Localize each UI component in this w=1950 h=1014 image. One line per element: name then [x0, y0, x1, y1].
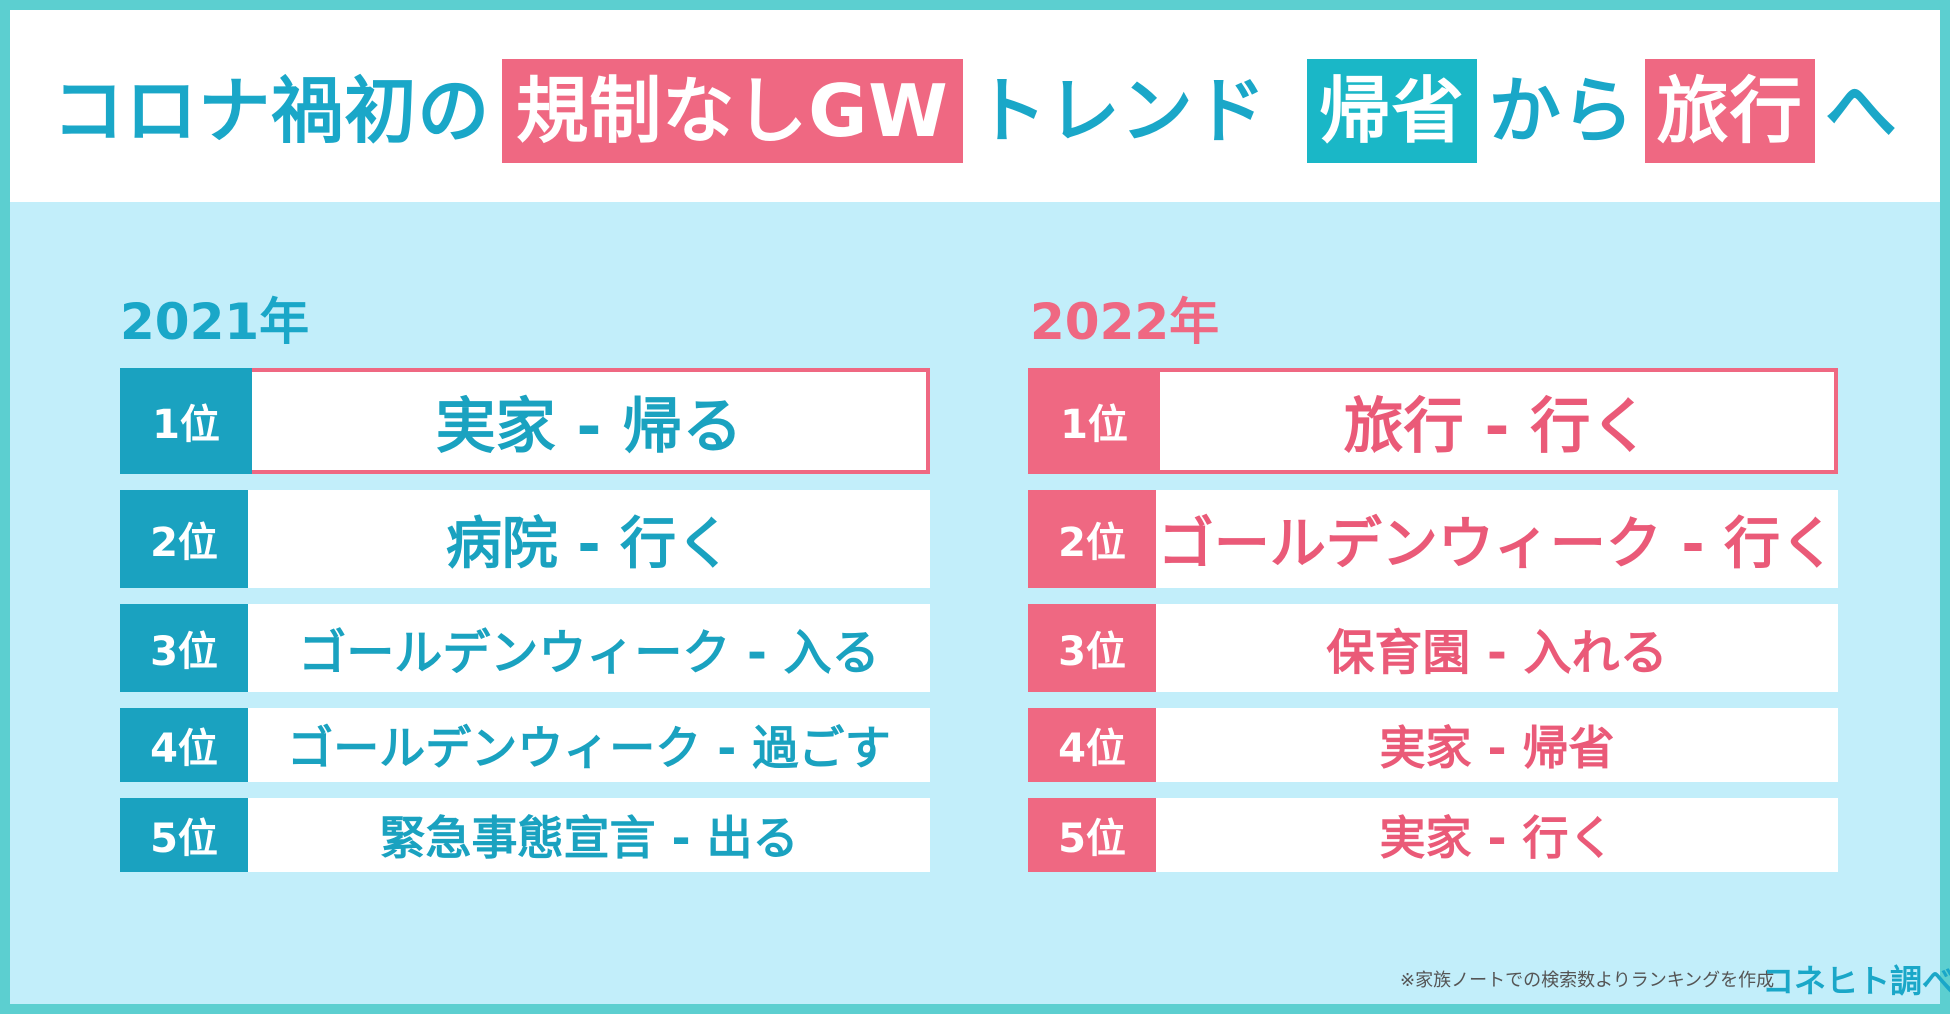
headline-part-1: コロナ禍初の [52, 69, 491, 153]
brand-credit: コネヒト調べ [1762, 962, 1950, 1000]
ranking-term: 実家 - 帰省 [1379, 721, 1615, 775]
rank-badge: 2位 [120, 490, 248, 588]
ranking-term: 実家 - 帰る [435, 391, 743, 462]
ranking-row-2022-1: 1位 旅行 - 行く [1028, 368, 1838, 474]
ranking-list-2022: 1位 旅行 - 行く 2位 ゴールデンウィーク - 行く 3位 保育園 - 入れ… [1028, 368, 1838, 872]
ranking-row-2021-3: 3位 ゴールデンウィーク - 入る [120, 604, 930, 692]
ranking-term: 実家 - 行く [1379, 811, 1615, 865]
ranking-term: ゴールデンウィーク - 入る [298, 625, 880, 681]
headline-highlight-travel: 旅行 [1644, 59, 1815, 163]
year-label-2022: 2022年 [1030, 293, 1220, 351]
source-footnote: ※家族ノートでの検索数よりランキングを作成 [1400, 970, 1775, 991]
rank-badge: 1位 [1028, 368, 1160, 474]
ranking-row-2021-2: 2位 病院 - 行く [120, 490, 930, 588]
headline-part-2: トレンド [974, 69, 1267, 153]
ranking-row-2022-3: 3位 保育園 - 入れる [1028, 604, 1838, 692]
ranking-term: ゴールデンウィーク - 行く [1157, 511, 1837, 577]
rank-badge: 1位 [120, 368, 252, 474]
rank-badge: 3位 [120, 604, 248, 692]
ranking-term: 保育園 - 入れる [1326, 625, 1668, 681]
ranking-term: 緊急事態宣言 - 出る [379, 811, 799, 865]
rank-badge: 3位 [1028, 604, 1156, 692]
rank-badge: 5位 [1028, 798, 1156, 872]
headline: コロナ禍初の 規制なしGW トレンド 帰省 から 旅行 へ [10, 56, 1940, 166]
ranking-row-2021-5: 5位 緊急事態宣言 - 出る [120, 798, 930, 872]
headline-highlight-no-restrictions-gw: 規制なしGW [502, 59, 963, 163]
ranking-term: 旅行 - 行く [1343, 391, 1651, 462]
headline-highlight-homecoming: 帰省 [1306, 59, 1477, 163]
ranking-row-2022-2: 2位 ゴールデンウィーク - 行く [1028, 490, 1838, 588]
rank-badge: 5位 [120, 798, 248, 872]
year-label-2021: 2021年 [120, 293, 310, 351]
headline-part-3: から [1488, 69, 1635, 153]
ranking-row-2021-4: 4位 ゴールデンウィーク - 過ごす [120, 708, 930, 782]
ranking-row-2022-5: 5位 実家 - 行く [1028, 798, 1838, 872]
rank-badge: 2位 [1028, 490, 1156, 588]
ranking-list-2021: 1位 実家 - 帰る 2位 病院 - 行く 3位 ゴールデンウィーク - 入る … [120, 368, 930, 872]
ranking-term: 病院 - 行く [445, 511, 733, 577]
ranking-row-2021-1: 1位 実家 - 帰る [120, 368, 930, 474]
rank-badge: 4位 [120, 708, 248, 782]
ranking-term: ゴールデンウィーク - 過ごす [287, 721, 891, 775]
rank-badge: 4位 [1028, 708, 1156, 782]
headline-part-4: へ [1824, 69, 1898, 153]
ranking-row-2022-4: 4位 実家 - 帰省 [1028, 708, 1838, 782]
header-banner: コロナ禍初の 規制なしGW トレンド 帰省 から 旅行 へ [10, 10, 1940, 202]
